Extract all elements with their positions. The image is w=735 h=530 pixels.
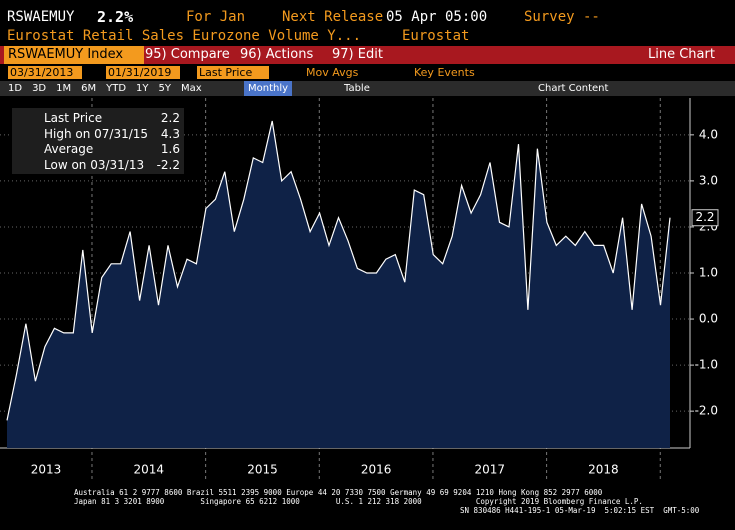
x-tick-label: 2017: [475, 463, 506, 477]
line: [6, 120, 671, 421]
area: [7, 121, 670, 448]
x-tick-label: 2018: [588, 463, 619, 477]
key-events[interactable]: Key Events: [414, 66, 475, 79]
footer-line: Australia 61 2 9777 8600 Brazil 5511 239…: [74, 488, 603, 497]
legend-value: -2.2: [156, 157, 180, 172]
legend: Last Price 2.2 High on 07/31/15 4.3 Average 1…: [12, 108, 184, 174]
period: For Jan: [186, 9, 246, 25]
description: Eurostat Retail Sales Eurozone Volume Y.…: [7, 28, 362, 44]
last-tag-label: 2.2: [695, 210, 714, 224]
footer-line: Japan 81 3 3201 8900 Singapore 65 6212 1…: [74, 497, 643, 506]
x-tick-label: 2014: [134, 463, 165, 477]
x-tick-label: 2013: [31, 463, 62, 477]
period-tab[interactable]: 5Y: [158, 83, 172, 94]
period-tab[interactable]: 1D: [8, 83, 23, 94]
chart-type[interactable]: Line Chart: [648, 47, 715, 62]
actions-button[interactable]: 96) Actions: [240, 47, 314, 62]
period-tab[interactable]: Max: [181, 83, 202, 94]
legend-label: High on 07/31/15: [44, 126, 149, 141]
x-tick-label: 2016: [361, 463, 392, 477]
chart-content[interactable]: Chart Content: [538, 83, 609, 94]
table-tab[interactable]: Table: [344, 83, 370, 94]
period-tab[interactable]: 6M: [81, 83, 97, 94]
source: Eurostat: [402, 28, 470, 44]
legend-value: 1.6: [160, 142, 180, 156]
next-release-label: Next Release: [282, 9, 384, 25]
mov-avgs[interactable]: Mov Avgs: [306, 66, 359, 79]
last-value: 2.2%: [97, 8, 134, 26]
ticker: RSWAEMUY: [7, 9, 75, 25]
legend-label: Last Price: [44, 111, 103, 125]
last-tag: [691, 209, 719, 227]
legend-value: 4.3: [160, 126, 180, 141]
period-tabs: 1D 3D 1M 6M YTD 1Y 5Y Max: [8, 81, 202, 96]
next-release: 05 Apr 05:00: [386, 9, 488, 25]
period-tab[interactable]: 1Y: [136, 83, 149, 94]
legend-value: 2.2: [160, 111, 180, 125]
field-select[interactable]: Last Price: [197, 66, 269, 79]
x-tick-label: 2015: [247, 463, 278, 477]
frequency[interactable]: Monthly: [244, 81, 293, 96]
security-field[interactable]: RSWAEMUY Index: [4, 46, 144, 64]
survey: Survey --: [524, 9, 600, 25]
period-tab[interactable]: YTD: [106, 83, 127, 94]
edit-button[interactable]: 97) Edit: [332, 47, 383, 62]
compare-button[interactable]: 95) Compare: [145, 47, 230, 62]
period-tab[interactable]: 3D: [32, 83, 47, 94]
legend-label: Average: [44, 142, 94, 156]
period-bar: [0, 81, 735, 96]
y-tick-label: 1.0: [699, 266, 718, 280]
period-tab[interactable]: 1M: [56, 83, 72, 94]
start-date[interactable]: 03/31/2013: [8, 66, 82, 79]
y-tick-label: -2.0: [695, 404, 718, 418]
end-date[interactable]: 01/31/2019: [106, 66, 180, 79]
toolbar-bar: [0, 46, 735, 64]
footer-line: SN 830486 H441-195-1 05-Mar-19 5:02:15 E…: [460, 506, 700, 515]
y-tick-label: 3.0: [699, 173, 718, 187]
chart: 2013 2014 2015 2016 2017 2018 -2.0 -1.0 0.0 1.0 2.…: [0, 98, 719, 480]
y-tick-label: -1.0: [695, 358, 718, 372]
y-tick-label: 4.0: [699, 127, 718, 141]
legend-label: Low on 03/31/13: [44, 157, 145, 172]
y-tick-label: 0.0: [699, 312, 718, 326]
